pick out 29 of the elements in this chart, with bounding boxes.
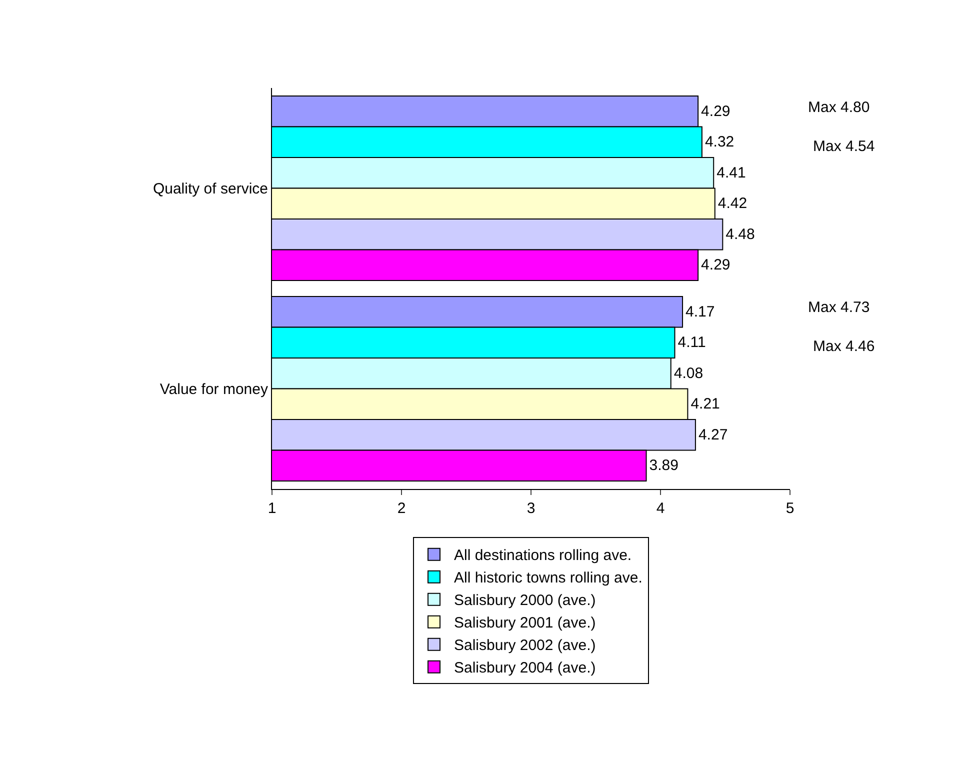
data-label: 4.21 — [690, 396, 720, 413]
data-label: 4.17 — [686, 303, 715, 320]
legend-label: Salisbury 2001 (ave.) — [454, 614, 596, 632]
text: Max 4.73 — [808, 299, 870, 316]
x-tick-label: 5 — [786, 500, 794, 517]
y-tick-label: Value for money — [160, 381, 268, 398]
legend-label: Salisbury 2004 (ave.) — [454, 660, 596, 677]
data-label: 4.42 — [718, 195, 748, 212]
data-label: 4.27 — [698, 426, 728, 444]
x-tick-label: 3 — [526, 500, 536, 517]
legend-label: All destinations rolling ave. — [454, 547, 632, 564]
data-label: 3.89 — [649, 457, 678, 474]
y-tick-label: Quality of service — [152, 180, 268, 198]
legend-label: All historic towns rolling ave. — [454, 570, 642, 587]
data-label: 4.29 — [701, 102, 730, 120]
text: Max 4.80 — [808, 99, 870, 116]
data-label: 4.48 — [726, 226, 755, 243]
text: Max 4.46 — [813, 338, 875, 355]
x-tick-label: 2 — [397, 500, 406, 517]
x-tick-label: 4 — [656, 500, 665, 517]
data-label: 4.08 — [674, 364, 704, 382]
legend-label: Salisbury 2000 (ave.) — [454, 592, 596, 610]
x-tick-label: 1 — [268, 500, 276, 517]
legend-label: Salisbury 2002 (ave.) — [454, 637, 596, 654]
data-label: 4.29 — [701, 256, 730, 274]
data-label: 4.41 — [716, 164, 746, 182]
text: Max 4.54 — [813, 138, 875, 155]
data-label: 4.32 — [704, 134, 734, 151]
data-label: 4.11 — [678, 334, 706, 352]
